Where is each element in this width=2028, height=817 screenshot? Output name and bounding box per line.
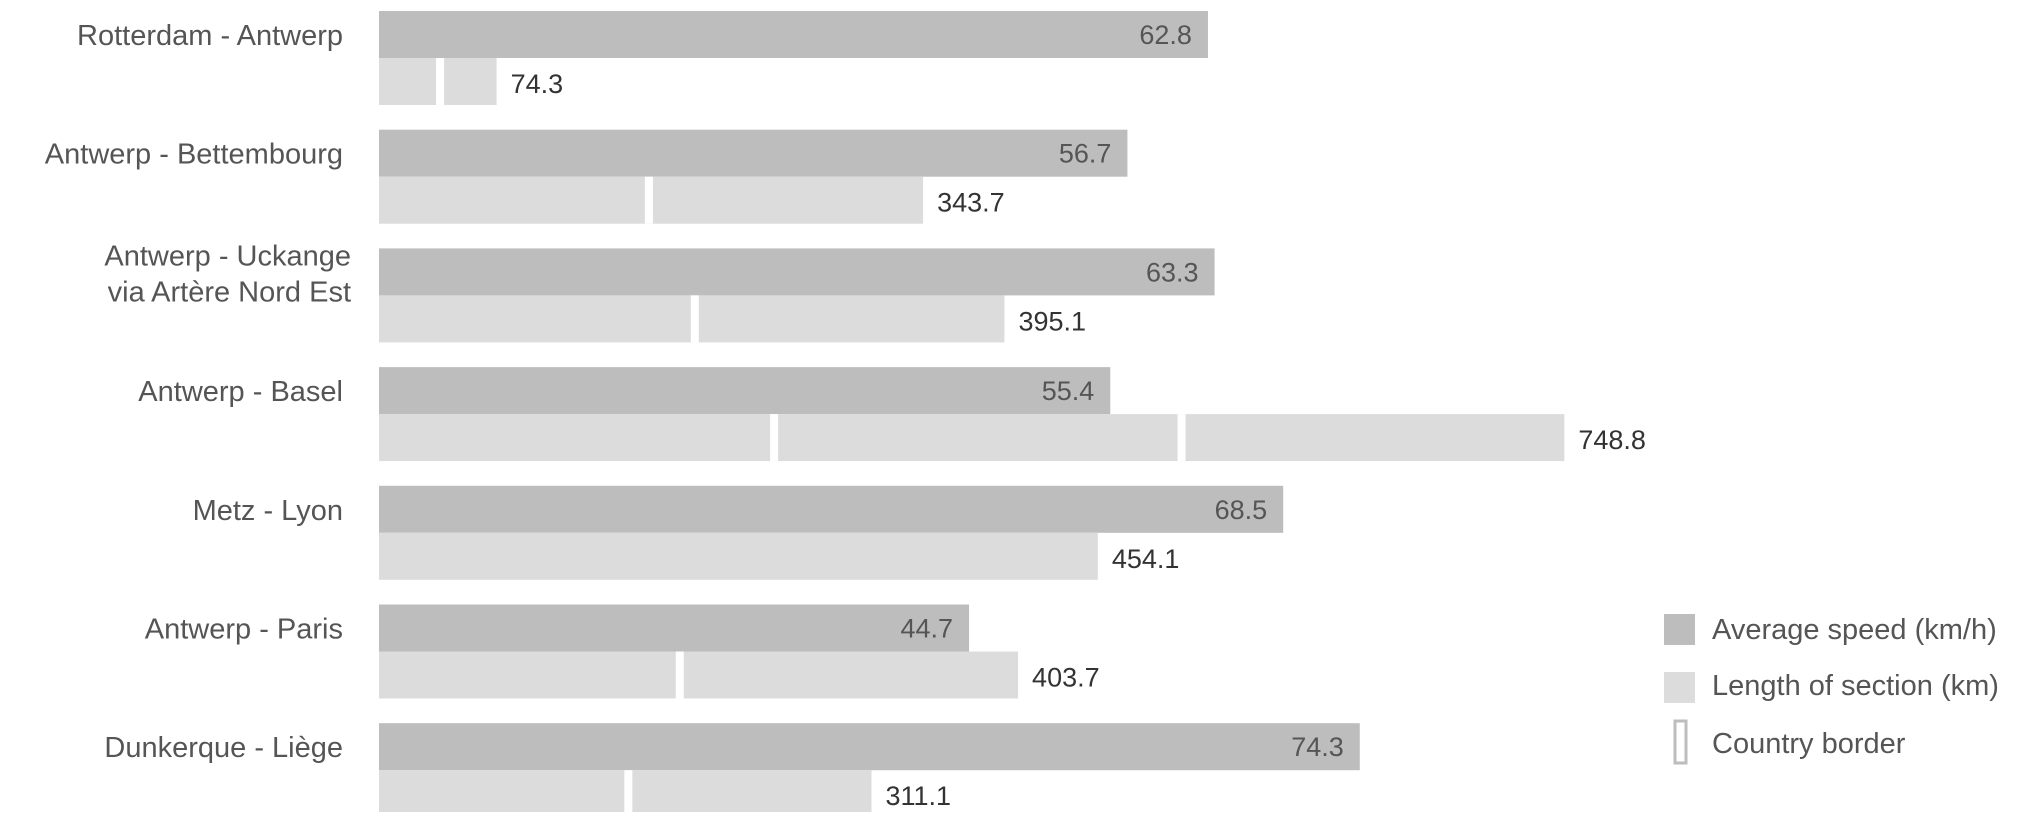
country-border-mark <box>770 414 779 462</box>
legend-length-label: Length of section (km) <box>1712 670 1999 702</box>
route-label: Antwerp - Uckange via Artère Nord Est <box>104 240 351 308</box>
route-label: Antwerp - Bettembourg <box>45 139 343 171</box>
length-value-label: 311.1 <box>885 781 951 811</box>
length-bar <box>379 414 1565 462</box>
length-value-label: 74.3 <box>511 69 564 99</box>
route-label-line: Antwerp - Uckange <box>104 240 351 272</box>
route-label: Metz - Lyon <box>193 495 343 527</box>
route-label-line: Antwerp - Bettembourg <box>45 139 343 171</box>
speed-bar <box>379 129 1128 177</box>
country-border-mark <box>436 58 445 105</box>
legend: Average speed (km/h) Length of section (… <box>1664 614 1999 765</box>
speed-value-label: 63.3 <box>1146 257 1199 287</box>
route-label: Rotterdam - Antwerp <box>77 20 343 52</box>
length-value-label: 454.1 <box>1112 544 1180 574</box>
route-label: Antwerp - Basel <box>138 376 343 408</box>
speed-value-label: 55.4 <box>1042 376 1095 406</box>
route-label-line: Antwerp - Paris <box>145 614 343 646</box>
legend-speed-swatch <box>1664 614 1695 645</box>
legend-border-swatch <box>1673 719 1688 765</box>
speed-value-label: 74.3 <box>1291 732 1344 762</box>
speed-bar <box>379 485 1284 533</box>
country-border-mark <box>624 770 633 817</box>
legend-border-label: Country border <box>1712 728 1906 760</box>
length-value-label: 748.8 <box>1578 425 1646 455</box>
speed-bar <box>379 367 1111 415</box>
speed-value-label: 68.5 <box>1215 495 1268 525</box>
route-label-line: via Artère Nord Est <box>108 276 351 308</box>
length-value-label: 403.7 <box>1032 663 1100 693</box>
speed-bar <box>379 723 1360 771</box>
speed-bar <box>379 11 1208 58</box>
country-border-mark <box>690 295 699 343</box>
speed-bar <box>379 604 970 652</box>
country-border-mark <box>644 176 653 224</box>
country-border-mark <box>675 651 684 699</box>
speed-value-label: 44.7 <box>900 614 953 644</box>
route-label-line: Antwerp - Basel <box>138 376 343 408</box>
route-label-line: Dunkerque - Liège <box>104 732 343 764</box>
legend-speed-label: Average speed (km/h) <box>1712 614 1997 646</box>
speed-bar <box>379 248 1215 296</box>
route-label: Dunkerque - Liège <box>104 732 343 764</box>
length-value-label: 343.7 <box>937 188 1005 218</box>
route-label: Antwerp - Paris <box>145 614 343 646</box>
length-value-label: 395.1 <box>1018 306 1086 336</box>
route-label-line: Metz - Lyon <box>193 495 343 527</box>
labels-group: Rotterdam - Antwerp 62.8 74.3 Antwerp - Bet… <box>45 20 1646 811</box>
country-border-mark <box>1177 414 1186 462</box>
speed-value-label: 62.8 <box>1139 20 1192 50</box>
bars-group <box>379 11 1565 817</box>
length-bar <box>379 651 1019 699</box>
legend-length-swatch <box>1664 672 1695 703</box>
length-bar <box>379 532 1098 580</box>
route-label-line: Rotterdam - Antwerp <box>77 20 343 52</box>
speed-value-label: 56.7 <box>1059 139 1112 169</box>
